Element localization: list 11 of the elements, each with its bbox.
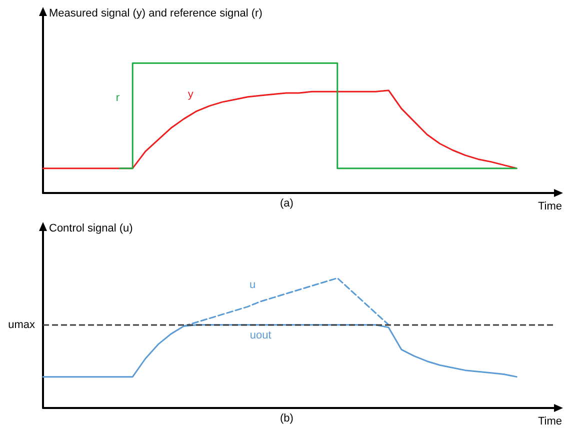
y-axis-title: Measured signal (y) and reference signal (r) (49, 8, 262, 20)
ref-line-label: umax (8, 318, 36, 331)
x-axis-title: Time (538, 416, 562, 428)
y-axis-title: Control signal (u) (49, 222, 133, 234)
x-axis-title: Time (538, 200, 562, 212)
text: (a) (280, 198, 294, 210)
text: (b) (280, 412, 294, 424)
series-label: uout (250, 329, 272, 342)
series-label: y (188, 88, 194, 101)
series-label: r (116, 92, 120, 104)
series-label: u (250, 278, 256, 291)
